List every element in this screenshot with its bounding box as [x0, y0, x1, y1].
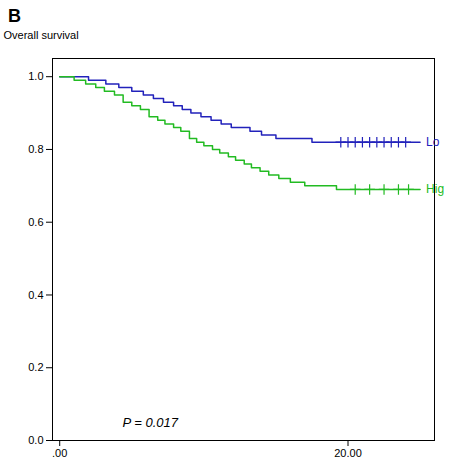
- svg-text:Lo: Lo: [426, 135, 440, 149]
- svg-text:P = 0.017: P = 0.017: [123, 415, 179, 430]
- svg-text:1.0: 1.0: [28, 70, 43, 82]
- svg-text:0.2: 0.2: [28, 361, 43, 373]
- svg-text:0.6: 0.6: [28, 216, 43, 228]
- svg-text:20.00: 20.00: [334, 447, 362, 459]
- html-text:B: B: [8, 6, 21, 26]
- svg-text:0.8: 0.8: [28, 143, 43, 155]
- svg-text:0.0: 0.0: [28, 434, 43, 446]
- svg-text:0.4: 0.4: [28, 288, 43, 300]
- svg-text:.00: .00: [52, 447, 67, 459]
- svg-text:Overall survival: Overall survival: [4, 29, 79, 41]
- svg-text:Hig: Hig: [426, 182, 444, 196]
